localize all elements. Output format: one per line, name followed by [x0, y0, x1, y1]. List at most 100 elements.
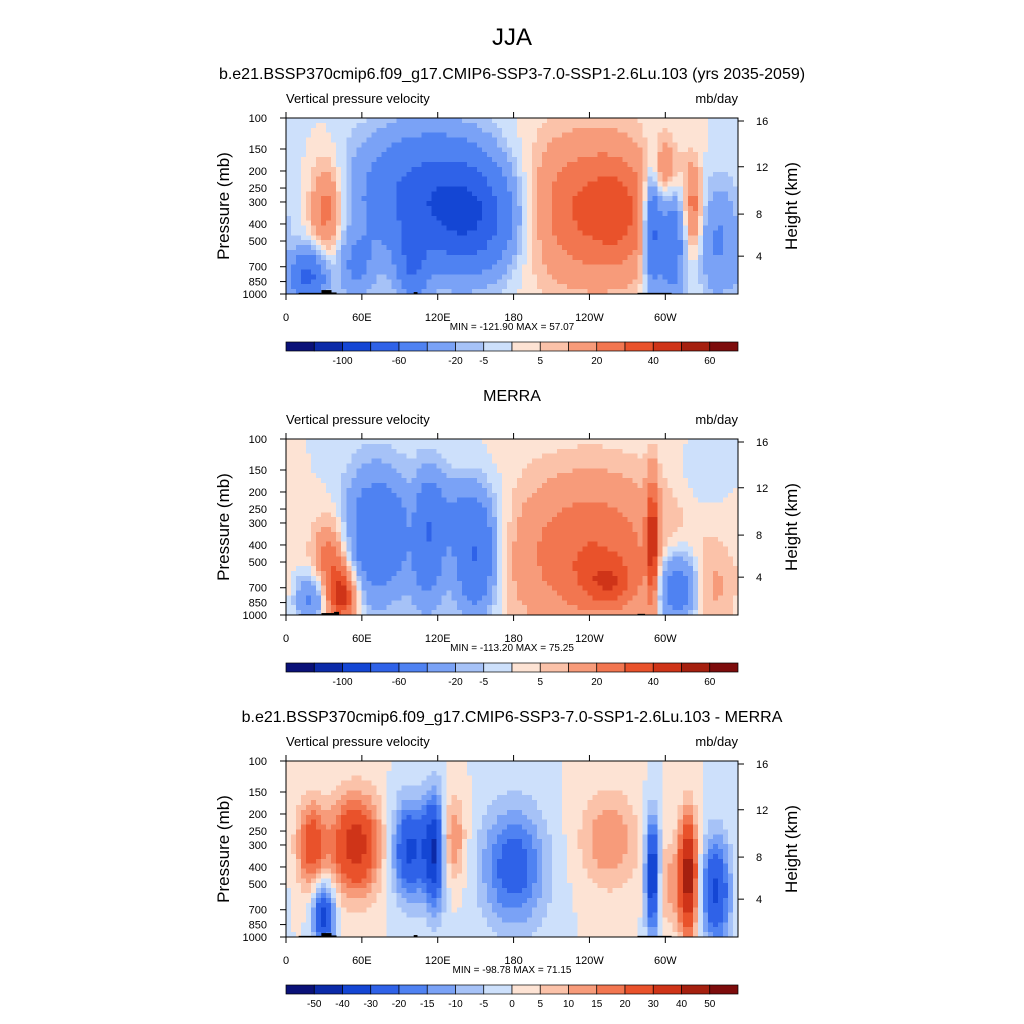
heatmap-cell	[727, 186, 734, 192]
heatmap-cell	[401, 215, 408, 222]
heatmap-cell	[587, 289, 593, 295]
heatmap-cell	[411, 527, 418, 533]
heatmap-cell	[717, 269, 724, 276]
heatmap-cell	[542, 487, 548, 494]
heatmap-cell	[707, 186, 714, 192]
heatmap-cell	[517, 137, 523, 144]
heatmap-cell	[572, 443, 578, 450]
heatmap-cell	[522, 122, 528, 129]
heatmap-cell	[486, 250, 493, 256]
heatmap-cell	[416, 137, 423, 144]
heatmap-cell	[466, 191, 473, 197]
heatmap-cell	[717, 522, 724, 528]
heatmap-cell	[732, 240, 739, 246]
heatmap-cell	[597, 240, 603, 246]
heatmap-cell	[692, 463, 699, 469]
heatmap-cell	[647, 468, 654, 474]
panel-subtitle-left: Vertical pressure velocity	[286, 91, 430, 106]
heatmap-cell	[296, 235, 302, 241]
heatmap-cell	[361, 225, 367, 232]
heatmap-cell	[687, 142, 694, 148]
heatmap-cell	[386, 487, 393, 494]
heatmap-cell	[702, 152, 709, 158]
heatmap-cell	[416, 274, 423, 280]
heatmap-cell	[722, 137, 729, 144]
heatmap-cell	[331, 522, 337, 528]
heatmap-cell	[652, 492, 659, 499]
heatmap-cell	[476, 250, 483, 256]
heatmap-cell	[572, 176, 578, 183]
heatmap-cell	[471, 147, 478, 153]
heatmap-cell	[296, 463, 302, 469]
heatmap-cell	[537, 147, 543, 153]
heatmap-cell	[411, 152, 418, 158]
heatmap-cell	[361, 250, 367, 256]
heatmap-cell	[517, 254, 523, 261]
heatmap-cell	[411, 166, 418, 173]
heatmap-cell	[406, 259, 413, 266]
heatmap-cell	[637, 522, 644, 528]
heatmap-cell	[687, 191, 694, 197]
heatmap-cell	[366, 206, 372, 212]
heatmap-cell	[607, 201, 614, 207]
heatmap-cell	[506, 235, 513, 241]
heatmap-cell	[662, 186, 669, 192]
heatmap-cell	[612, 132, 619, 139]
heatmap-cell	[627, 142, 634, 148]
heatmap-cell	[311, 512, 317, 518]
heatmap-cell	[612, 512, 619, 518]
heatmap-cell	[517, 274, 523, 280]
heatmap-cell	[677, 269, 684, 276]
x-tick-label: 60E	[352, 312, 372, 324]
heatmap-cell	[732, 201, 739, 207]
heatmap-cell	[316, 443, 322, 450]
heatmap-cell	[461, 181, 468, 188]
heatmap-cell	[426, 166, 433, 173]
heatmap-cell	[506, 473, 513, 479]
heatmap-cell	[692, 439, 699, 445]
heatmap-cell	[582, 439, 588, 445]
heatmap-cell	[652, 166, 659, 173]
heatmap-cell	[587, 215, 593, 222]
heatmap-cell	[582, 235, 588, 241]
heatmap-cell	[562, 439, 568, 445]
heatmap-cell	[552, 468, 558, 474]
heatmap-cell	[717, 122, 724, 129]
heatmap-cell	[306, 512, 312, 518]
heatmap-cell	[657, 279, 664, 285]
heatmap-cell	[306, 118, 312, 124]
heatmap-cell	[311, 220, 317, 227]
heatmap-cell	[381, 157, 388, 163]
heatmap-cell	[401, 507, 408, 513]
heatmap-cell	[572, 453, 578, 460]
heatmap-cell	[436, 206, 443, 212]
heatmap-cell	[451, 492, 458, 499]
heatmap-cell	[662, 220, 669, 227]
heatmap-cell	[446, 230, 453, 236]
heatmap-cell	[316, 289, 322, 295]
heatmap-cell	[331, 127, 337, 134]
heatmap-cell	[306, 264, 312, 271]
heatmap-cell	[602, 210, 609, 217]
heatmap-cell	[386, 483, 393, 489]
heatmap-cell	[587, 250, 593, 256]
heatmap-cell	[396, 269, 403, 276]
heatmap-cell	[386, 478, 393, 484]
heatmap-cell	[617, 152, 624, 158]
heatmap-cell	[386, 157, 393, 163]
heatmap-cell	[366, 254, 372, 261]
heatmap-cell	[381, 259, 388, 266]
heatmap-cell	[527, 171, 533, 178]
heatmap-cell	[406, 254, 413, 261]
heatmap-cell	[712, 186, 719, 192]
heatmap-cell	[331, 269, 337, 276]
heatmap-cell	[446, 517, 453, 523]
heatmap-cell	[667, 127, 674, 134]
heatmap-cell	[496, 127, 503, 134]
heatmap-cell	[401, 522, 408, 528]
heatmap-cell	[366, 259, 372, 266]
heatmap-cell	[682, 235, 689, 241]
heatmap-cell	[381, 118, 388, 124]
heatmap-cell	[702, 147, 709, 153]
heatmap-cell	[572, 191, 578, 197]
